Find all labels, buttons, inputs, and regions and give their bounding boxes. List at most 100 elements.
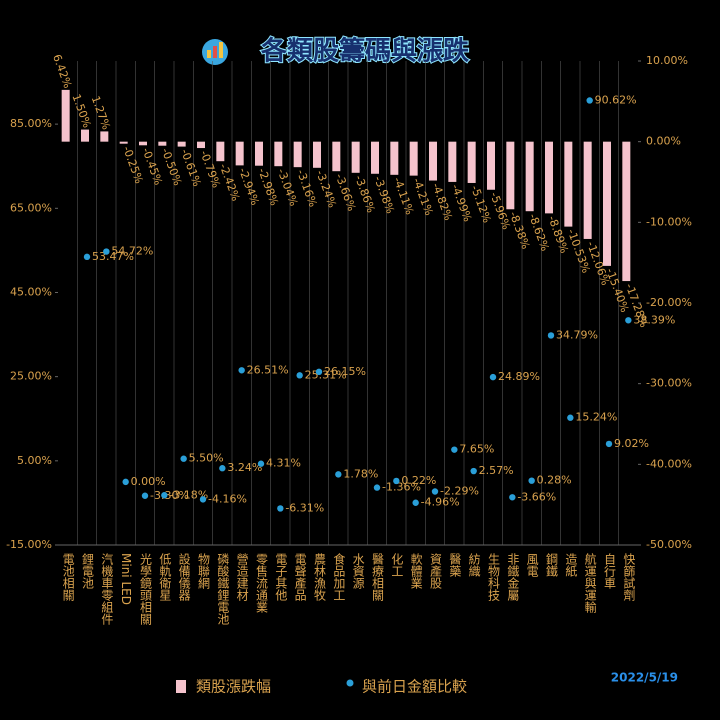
dot (277, 505, 284, 512)
y-tick-label: 65.00% (10, 201, 52, 214)
x-tick-label: 農林漁牧 (313, 553, 327, 602)
dot (547, 332, 555, 339)
bar (371, 141, 379, 174)
dot-value-label: 9.02% (614, 437, 649, 450)
dot (489, 373, 497, 381)
dot (605, 440, 613, 448)
dot-value-label: 53.47% (92, 250, 134, 263)
x-tick-label: 化工 (390, 553, 404, 577)
dot (296, 372, 303, 379)
bar (235, 141, 244, 166)
dot (451, 446, 458, 453)
x-tick-label: 電聲產品 (293, 553, 307, 601)
dot (412, 499, 419, 506)
bar (525, 141, 534, 212)
bar (177, 141, 186, 147)
bar (274, 141, 283, 167)
dot-value-label: 2.57% (479, 464, 514, 477)
dot-value-label: -6.31% (285, 501, 324, 514)
bar (119, 141, 128, 144)
bar (487, 141, 495, 190)
x-tick-label: 造紙 (564, 553, 578, 578)
bar (293, 141, 302, 168)
dot-value-label: -3.18% (169, 488, 208, 501)
x-tick-label: 軟體業 (409, 552, 423, 589)
dot-value-label: -4.96% (421, 496, 460, 509)
x-tick-label: 磷酸鐵鋰電池 (216, 552, 230, 625)
dot-value-label: 26.15% (324, 365, 366, 378)
dot (83, 253, 91, 261)
x-tick-label: 零售流通業 (255, 553, 269, 613)
y2-tick-label: -30.00% (646, 377, 692, 390)
dot-value-label: 34.79% (556, 328, 598, 341)
bar (390, 141, 399, 175)
legend-label: 類股漲跌幅 (196, 678, 271, 696)
chart-title: 各類股籌碼與漲跌 (260, 36, 469, 67)
dot-value-label: 25.31% (305, 368, 347, 381)
x-tick-label: 營造建材 (235, 553, 249, 601)
bar (429, 141, 437, 181)
legend-label: 與前日金額比較 (362, 678, 467, 696)
dot (586, 97, 593, 104)
x-tick-label: 非鐵金屬 (506, 553, 520, 602)
dot-value-label: 24.89% (498, 370, 540, 383)
bar (197, 141, 205, 149)
y2-tick-label: 10.00% (646, 54, 688, 67)
bar (545, 141, 553, 214)
title-icon (202, 39, 228, 65)
dot-value-label: 5.50% (189, 452, 224, 465)
dot (625, 317, 632, 324)
bar (622, 141, 631, 282)
bar (255, 141, 263, 166)
bar (100, 131, 109, 142)
bar (583, 141, 592, 239)
bar (61, 89, 70, 142)
dot-value-label: 54.72% (111, 245, 153, 258)
bar (467, 141, 476, 183)
dot (373, 484, 381, 491)
dot (257, 460, 265, 467)
y2-tick-label: -50.00% (646, 538, 692, 551)
bar (332, 141, 341, 172)
legend-swatch (176, 680, 186, 693)
legend-swatch (346, 679, 354, 687)
x-tick-label: 光學鏡頭相關 (139, 553, 153, 625)
dot (199, 496, 207, 503)
x-tick-label: 風電 (525, 553, 539, 577)
dot-value-label: 3.24% (227, 461, 262, 474)
bar-value-label: 1.27% (89, 94, 113, 131)
y-tick-label: 25.00% (10, 370, 52, 383)
x-tick-label: 快篩試劑 (622, 553, 636, 601)
dot-value-label: -3.66% (517, 490, 556, 503)
y-tick-label: -15.00% (6, 538, 52, 551)
dot (470, 467, 477, 475)
bar (81, 129, 89, 142)
x-tick-label: 生物科技 (487, 553, 501, 601)
dot (238, 367, 245, 374)
dot-value-label: 4.31% (266, 457, 301, 470)
bar (506, 141, 515, 210)
dot-value-label: 7.65% (459, 443, 494, 456)
dot (219, 465, 226, 472)
bar (158, 141, 167, 146)
x-tick-label: 電池相關 (61, 553, 75, 601)
bar (409, 141, 418, 176)
dot-value-label: 0.28% (537, 474, 572, 487)
dot-value-label: -4.16% (208, 492, 247, 505)
x-tick-label: 水資源 (351, 553, 365, 590)
dot (161, 492, 168, 499)
dot-value-label: 0.00% (131, 475, 166, 488)
x-tick-label: 低軌衛星 (158, 553, 172, 601)
x-tick-label: 醫療相關 (371, 553, 385, 601)
x-tick-label: Mini LED (119, 553, 133, 605)
dot-value-label: -2.29% (440, 485, 479, 498)
x-tick-label: 醫藥 (448, 553, 462, 577)
dot-value-label: -1.36% (382, 481, 421, 494)
dot (509, 494, 516, 501)
dot (528, 477, 535, 484)
date: 2022/5/19 (611, 671, 678, 685)
bar (564, 141, 573, 227)
dot (567, 414, 574, 421)
y2-tick-label: -40.00% (646, 457, 692, 470)
